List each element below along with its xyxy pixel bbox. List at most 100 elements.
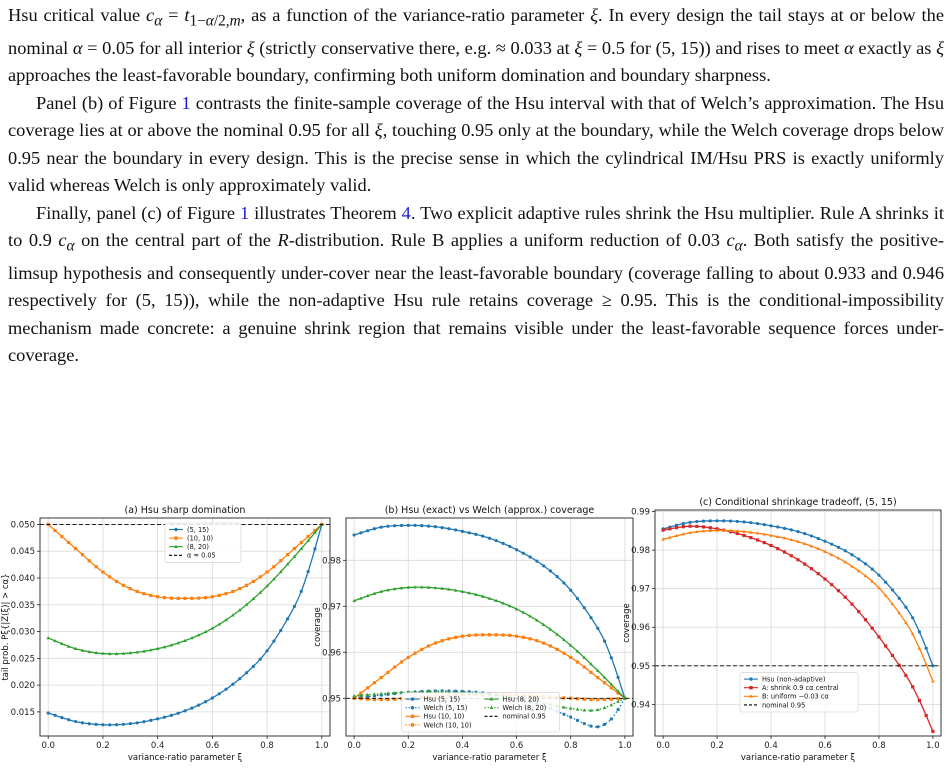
data-point bbox=[210, 595, 214, 599]
data-point bbox=[366, 529, 370, 533]
legend-entry: Hsu (non-adaptive) bbox=[762, 676, 825, 684]
data-point bbox=[299, 589, 303, 593]
data-point bbox=[836, 589, 841, 593]
x-axis-label: variance-ratio parameter ξ bbox=[741, 753, 856, 763]
legend-entry: (10, 10) bbox=[187, 535, 213, 543]
data-point bbox=[46, 636, 50, 640]
data-point bbox=[467, 591, 471, 595]
data-point bbox=[162, 715, 167, 719]
data-point bbox=[73, 719, 78, 724]
data-point bbox=[850, 602, 854, 606]
y-tick-label: 0.015 bbox=[11, 708, 35, 718]
data-point bbox=[514, 607, 519, 611]
y-tick-label: 0.98 bbox=[631, 546, 650, 556]
data-point bbox=[386, 670, 390, 674]
y-tick-label: 0.96 bbox=[631, 623, 650, 633]
data-point bbox=[769, 533, 773, 537]
data-point bbox=[285, 562, 290, 566]
data-point bbox=[460, 529, 465, 533]
paragraph-1: Hsu critical value cα = t1−α/2,m, as a f… bbox=[8, 2, 944, 90]
y-tick-label: 0.95 bbox=[631, 662, 650, 672]
data-point bbox=[816, 536, 820, 541]
theorem-ref-link[interactable]: 4 bbox=[401, 202, 411, 223]
data-point bbox=[688, 520, 692, 524]
legend-entry: Hsu (5, 15) bbox=[424, 696, 461, 704]
data-point bbox=[142, 720, 146, 724]
data-point bbox=[313, 547, 317, 551]
text-line: least-favorable boundary, confirming bot… bbox=[122, 65, 771, 86]
y-tick-label: 0.025 bbox=[11, 654, 35, 664]
data-point bbox=[454, 528, 458, 532]
data-point bbox=[661, 528, 665, 532]
data-point bbox=[299, 546, 304, 550]
data-point bbox=[910, 632, 915, 636]
data-point bbox=[623, 696, 627, 700]
data-point bbox=[366, 697, 370, 701]
data-point bbox=[231, 589, 235, 594]
data-point bbox=[433, 641, 437, 645]
figure-ref-link[interactable]: 1 bbox=[239, 202, 250, 223]
figure-ref-link[interactable]: 1 bbox=[181, 92, 191, 113]
data-point bbox=[467, 531, 471, 535]
data-point bbox=[386, 691, 390, 695]
data-point bbox=[352, 598, 356, 603]
data-point bbox=[749, 536, 753, 540]
series-line bbox=[662, 529, 934, 682]
data-point bbox=[292, 604, 297, 608]
data-point bbox=[582, 655, 587, 659]
data-point bbox=[514, 634, 519, 638]
data-point bbox=[169, 643, 174, 647]
data-point bbox=[149, 593, 153, 597]
data-point bbox=[609, 656, 613, 660]
data-point bbox=[924, 713, 928, 718]
data-point bbox=[701, 525, 706, 529]
data-point bbox=[884, 644, 888, 648]
data-point bbox=[668, 535, 672, 539]
data-point bbox=[108, 651, 112, 656]
data-point bbox=[931, 729, 935, 733]
data-point bbox=[121, 651, 126, 655]
data-point bbox=[489, 697, 494, 701]
data-point bbox=[616, 689, 620, 693]
data-point bbox=[681, 522, 685, 526]
data-point bbox=[596, 675, 600, 680]
data-point bbox=[183, 709, 187, 713]
data-point bbox=[481, 633, 485, 637]
data-point bbox=[589, 724, 593, 728]
y-tick-label: 0.95 bbox=[322, 694, 341, 704]
data-point bbox=[183, 596, 187, 600]
data-point bbox=[359, 596, 363, 600]
data-point bbox=[602, 697, 607, 702]
legend-entry: (5, 15) bbox=[187, 526, 209, 534]
legend-entry: Welch (10, 10) bbox=[424, 721, 472, 729]
text-line: 0.95 only at the boundary, while the Wel… bbox=[8, 120, 944, 168]
data-point bbox=[890, 588, 895, 592]
data-point bbox=[379, 698, 383, 702]
data-point bbox=[299, 540, 303, 545]
chart-title: (b) Hsu (exact) vs Welch (approx.) cover… bbox=[385, 505, 595, 516]
data-point bbox=[514, 548, 519, 552]
data-point bbox=[535, 618, 539, 622]
data-point bbox=[313, 530, 317, 534]
data-point bbox=[53, 638, 57, 643]
data-point bbox=[542, 564, 546, 568]
data-point bbox=[830, 542, 834, 546]
data-point bbox=[73, 646, 78, 650]
data-point bbox=[562, 637, 566, 642]
data-point bbox=[695, 524, 699, 528]
data-point bbox=[66, 644, 71, 648]
text-line: the Hsu multiplier. Rule A shrinks it to… bbox=[8, 202, 944, 255]
x-tick-label: 0.0 bbox=[347, 741, 361, 751]
data-point bbox=[562, 581, 566, 585]
data-point bbox=[87, 649, 92, 654]
data-point bbox=[575, 718, 580, 723]
data-point bbox=[782, 526, 787, 530]
data-point bbox=[823, 539, 827, 543]
data-point bbox=[372, 527, 377, 531]
chart-panel-2: 0.0 0.2 0.4 0.6 0.8 1.0 0.95 0.96 0.97 0.98 (b) Hs… bbox=[313, 505, 634, 763]
data-point bbox=[115, 723, 119, 727]
text-line: Welch’s approximation. The Hsu coverage … bbox=[8, 92, 945, 141]
data-point bbox=[755, 521, 760, 526]
data-point bbox=[884, 580, 888, 584]
data-point bbox=[272, 639, 276, 643]
